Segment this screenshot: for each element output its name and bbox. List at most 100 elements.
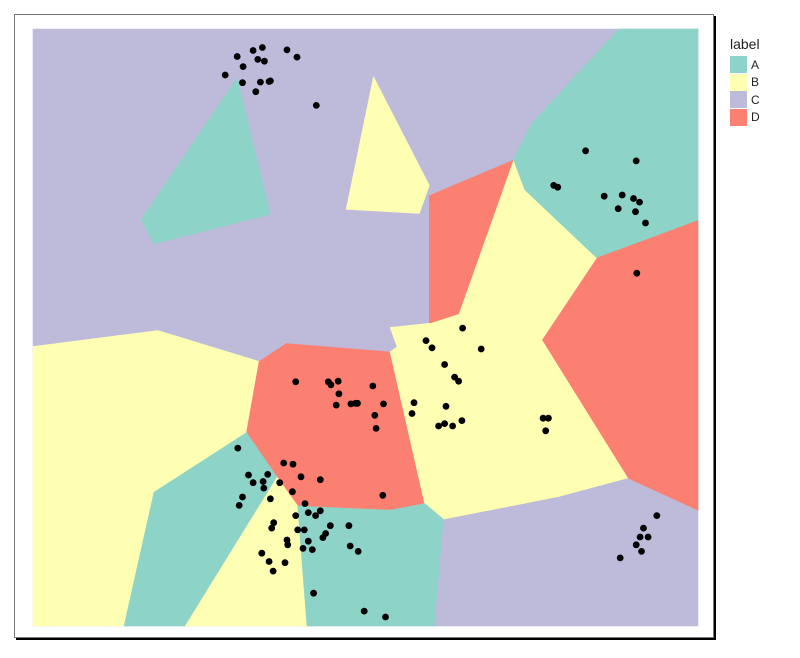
legend-item-d: D — [730, 108, 790, 127]
data-point-77 — [312, 512, 319, 519]
data-point-78 — [326, 522, 334, 530]
voronoi-region-a-13 — [297, 503, 444, 627]
data-point-59 — [264, 471, 272, 478]
data-point-5 — [261, 57, 268, 65]
data-point-31 — [441, 361, 448, 368]
legend-item-a: A — [730, 56, 790, 74]
data-point-85 — [640, 524, 647, 532]
voronoi-region-a-7 — [141, 77, 271, 245]
data-point-52 — [441, 420, 448, 427]
data-point-57 — [234, 444, 242, 452]
data-point-12 — [239, 79, 246, 87]
data-point-34 — [334, 377, 342, 385]
regions-layer — [32, 28, 699, 627]
legend-label-c: C — [751, 92, 760, 107]
data-point-70 — [267, 495, 274, 503]
data-point-18 — [554, 183, 562, 191]
voronoi-region-b-6 — [345, 75, 430, 214]
legend-swatch-d — [730, 108, 747, 126]
data-point-27 — [459, 324, 466, 332]
data-point-104 — [310, 589, 317, 597]
data-point-82 — [268, 524, 276, 532]
legend-label-b: B — [751, 75, 760, 90]
data-point-97 — [269, 567, 277, 575]
data-point-67 — [289, 488, 296, 496]
data-point-72 — [235, 502, 243, 509]
data-point-41 — [347, 400, 355, 408]
data-point-87 — [304, 537, 312, 545]
data-point-23 — [614, 205, 622, 213]
data-point-60 — [289, 460, 297, 468]
data-point-74 — [304, 509, 312, 516]
data-point-43 — [380, 400, 387, 408]
data-point-4 — [233, 53, 241, 60]
data-point-66 — [259, 478, 267, 485]
data-point-75 — [292, 512, 300, 519]
data-point-91 — [308, 546, 316, 553]
data-point-63 — [249, 479, 257, 487]
data-point-2 — [254, 56, 262, 63]
data-point-54 — [371, 411, 379, 419]
data-point-37 — [327, 381, 335, 389]
data-point-50 — [435, 422, 442, 430]
data-point-16 — [632, 157, 640, 165]
data-point-51 — [449, 422, 456, 430]
data-point-56 — [542, 427, 550, 435]
data-point-61 — [245, 471, 252, 479]
data-point-105 — [360, 607, 368, 615]
data-point-24 — [632, 208, 639, 216]
data-point-49 — [458, 417, 466, 424]
data-point-22 — [636, 198, 643, 206]
data-point-55 — [372, 425, 380, 432]
data-point-76 — [316, 507, 324, 515]
data-point-28 — [422, 337, 430, 344]
data-point-10 — [257, 78, 264, 86]
data-point-106 — [382, 613, 389, 621]
data-point-69 — [239, 493, 246, 501]
data-point-15 — [582, 147, 589, 155]
legend-label-a: A — [751, 57, 760, 72]
data-point-92 — [299, 545, 307, 552]
data-point-3 — [283, 46, 291, 54]
data-point-0 — [259, 44, 266, 51]
data-point-90 — [319, 534, 327, 541]
voronoi-region-d-5 — [428, 159, 514, 324]
points-layer — [221, 44, 661, 621]
data-point-8 — [221, 71, 229, 79]
data-point-30 — [477, 345, 485, 353]
data-point-86 — [636, 533, 644, 541]
data-point-62 — [297, 473, 305, 481]
data-point-14 — [312, 102, 320, 109]
data-point-47 — [408, 410, 416, 417]
data-point-100 — [644, 533, 652, 541]
data-point-93 — [346, 542, 354, 550]
data-point-89 — [284, 541, 292, 549]
data-point-44 — [332, 401, 340, 409]
data-point-58 — [280, 459, 288, 467]
data-point-53 — [539, 414, 547, 422]
data-point-101 — [653, 512, 661, 519]
voronoi-chart — [32, 28, 699, 627]
data-point-99 — [638, 548, 645, 555]
data-point-33 — [455, 377, 462, 385]
data-point-21 — [630, 195, 637, 202]
legend-item-c: C — [730, 91, 790, 109]
data-point-26 — [633, 269, 641, 277]
legend-item-b: B — [730, 73, 790, 92]
data-point-29 — [428, 344, 436, 352]
legend-swatch-b — [730, 73, 747, 91]
data-point-48 — [545, 414, 552, 422]
data-point-96 — [265, 558, 273, 565]
data-point-6 — [239, 63, 247, 70]
legend-swatch-a — [730, 56, 747, 74]
data-point-38 — [369, 382, 377, 390]
data-point-45 — [410, 399, 418, 407]
data-point-11 — [267, 77, 274, 85]
data-point-13 — [252, 88, 260, 96]
data-point-64 — [276, 479, 284, 487]
data-point-81 — [270, 519, 278, 527]
data-point-46 — [442, 402, 450, 410]
data-point-39 — [335, 390, 343, 398]
